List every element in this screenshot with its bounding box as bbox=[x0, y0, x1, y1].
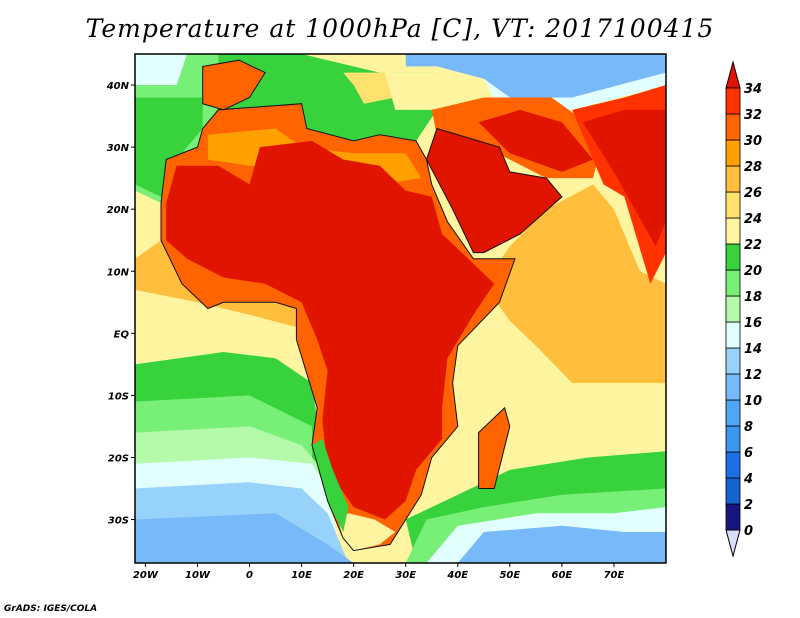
credit-label: GrADS: IGES/COLA bbox=[4, 604, 98, 614]
colorbar-bin bbox=[725, 477, 741, 505]
colorbar-bin bbox=[725, 113, 741, 141]
colorbar-label: 30 bbox=[744, 134, 762, 149]
colorbar-bin bbox=[725, 425, 741, 453]
colorbar-bin bbox=[725, 503, 741, 531]
colorbar-label: 16 bbox=[744, 316, 762, 331]
colorbar-bin bbox=[725, 191, 741, 219]
colorbar-label: 26 bbox=[744, 186, 762, 201]
coastline-madagascar bbox=[478, 406, 511, 489]
colorbar-bin bbox=[725, 399, 741, 427]
x-tick-label: 10W bbox=[185, 570, 211, 581]
x-tick-label: 20W bbox=[133, 570, 159, 581]
y-tick-label: 30S bbox=[108, 516, 129, 527]
region-india-core bbox=[582, 109, 666, 247]
region-arabia bbox=[426, 128, 562, 253]
y-tick-label: 20N bbox=[107, 205, 130, 216]
colorbar-label: 32 bbox=[744, 108, 762, 123]
region-turkey bbox=[384, 72, 469, 110]
colorbar-bin bbox=[725, 165, 741, 193]
region-north-atlantic-warm bbox=[135, 97, 203, 197]
colorbar-bin bbox=[725, 451, 741, 479]
colorbar-label: 0 bbox=[744, 524, 753, 539]
region-madagascar bbox=[478, 407, 510, 489]
coastlines bbox=[160, 59, 563, 552]
region-iran bbox=[478, 109, 594, 172]
colorbar-label: 8 bbox=[744, 420, 753, 435]
colorbar-max-arrow bbox=[725, 60, 741, 89]
colorbar-min-arrow bbox=[725, 529, 741, 558]
temperature-field bbox=[135, 54, 666, 563]
x-tick-label: 30E bbox=[395, 570, 416, 581]
region-namibia-coast bbox=[312, 438, 349, 532]
colorbar-label: 28 bbox=[744, 160, 762, 175]
colorbar-bin bbox=[725, 217, 741, 245]
colorbar-bin bbox=[725, 373, 741, 401]
region-gulf-of-guinea bbox=[135, 240, 297, 328]
region-arabian-sea bbox=[483, 184, 666, 383]
x-tick-label: 0 bbox=[246, 570, 253, 581]
axis-ticks: 20W 10W 0 10E 20E 30E 40E 50E 60E 70E 40N 30N 20N 10N… bbox=[106, 81, 625, 581]
colorbar-bin bbox=[725, 269, 741, 297]
colorbar-label: 34 bbox=[744, 82, 762, 97]
colorbar-label: 14 bbox=[744, 342, 762, 357]
x-tick-label: 40E bbox=[446, 570, 468, 581]
coastline-africa bbox=[160, 103, 516, 552]
region-central-asia bbox=[405, 54, 666, 98]
region-balkans bbox=[343, 72, 396, 104]
y-tick-label: 10S bbox=[108, 391, 129, 402]
colorbar-bin bbox=[725, 243, 741, 271]
colorbar-bin bbox=[725, 87, 741, 115]
coastline-arabia bbox=[425, 127, 563, 254]
y-tick-label: 20S bbox=[108, 453, 129, 464]
colorbar-bin bbox=[725, 347, 741, 375]
region-north-atlantic-cool bbox=[135, 54, 188, 85]
colorbar-label: 2 bbox=[744, 498, 753, 513]
y-tick-label: 40N bbox=[106, 81, 130, 92]
colorbar-label: 18 bbox=[744, 290, 762, 305]
y-tick-label: 10N bbox=[107, 267, 130, 278]
colorbar-label: 6 bbox=[744, 446, 753, 461]
region-south-indian-4 bbox=[457, 525, 666, 563]
map-frame bbox=[134, 53, 667, 564]
region-south-atlantic-6 bbox=[135, 513, 354, 563]
x-tick-label: 50E bbox=[499, 570, 520, 581]
colorbar-bin bbox=[725, 321, 741, 349]
colorbar-bin bbox=[725, 139, 741, 167]
region-south-africa-cape bbox=[338, 513, 396, 551]
y-tick-label: EQ bbox=[114, 329, 130, 340]
region-africa-interior bbox=[166, 140, 495, 520]
colorbar-label: 4 bbox=[743, 472, 753, 487]
colorbar-label: 12 bbox=[744, 368, 762, 383]
colorbar-bin bbox=[725, 295, 741, 323]
y-tick-label: 30N bbox=[107, 143, 130, 154]
chart-title: Temperature at 1000hPa [C], VT: 20171004… bbox=[85, 14, 715, 43]
colorbar-label: 22 bbox=[744, 238, 762, 253]
x-tick-label: 20E bbox=[343, 570, 364, 581]
x-tick-label: 60E bbox=[552, 570, 573, 581]
x-tick-label: 10E bbox=[291, 570, 312, 581]
x-tick-label: 70E bbox=[604, 570, 625, 581]
coastline-iberia bbox=[202, 59, 266, 111]
colorbar-label: 10 bbox=[744, 394, 762, 409]
colorbar-label: 24 bbox=[744, 212, 762, 227]
colorbar-label: 20 bbox=[744, 264, 762, 279]
